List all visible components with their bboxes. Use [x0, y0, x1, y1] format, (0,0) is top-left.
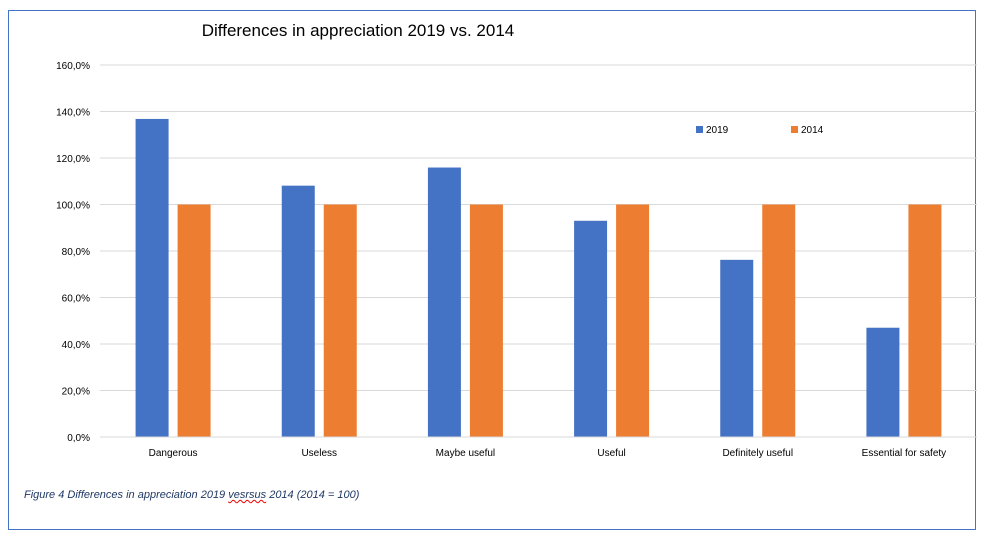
x-tick-label: Useful — [597, 448, 625, 459]
x-tick-label: Useless — [301, 448, 337, 459]
y-tick-label: 0,0% — [67, 433, 90, 444]
bar-2019 — [135, 118, 169, 437]
legend-label: 2019 — [706, 125, 729, 136]
x-tick-label: Maybe useful — [436, 448, 495, 459]
bar-2014 — [323, 204, 357, 437]
y-tick-label: 120,0% — [56, 154, 90, 165]
x-tick-label: Definitely useful — [722, 448, 793, 459]
y-tick-label: 140,0% — [56, 108, 90, 119]
x-tick-label: Essential for safety — [862, 448, 946, 459]
y-tick-label: 160,0% — [56, 61, 90, 72]
y-tick-label: 100,0% — [56, 201, 90, 212]
x-tick-label: Dangerous — [149, 448, 198, 459]
bar-2014 — [177, 204, 211, 437]
caption-text-end: 2014 (2014 = 100) — [266, 489, 360, 501]
bar-2014 — [908, 204, 942, 437]
y-tick-label: 60,0% — [62, 294, 90, 305]
bar-2019 — [281, 185, 315, 437]
bar-2014 — [616, 204, 650, 437]
caption-text: Figure 4 Differences in appreciation 201… — [24, 489, 229, 501]
caption-misspelled-word: vesrsus — [228, 489, 267, 501]
y-tick-label: 80,0% — [62, 247, 90, 258]
bar-2019 — [720, 259, 754, 437]
bar-2014 — [469, 204, 503, 437]
bar-2014 — [762, 204, 796, 437]
figure-caption: Figure 4 Differences in appreciation 201… — [24, 489, 359, 501]
legend-swatch-2019 — [696, 126, 703, 133]
chart-frame — [8, 10, 976, 530]
y-tick-label: 20,0% — [62, 387, 90, 398]
bar-2019 — [574, 220, 608, 437]
chart-title: Differences in appreciation 2019 vs. 201… — [202, 21, 515, 40]
legend-swatch-2014 — [791, 126, 798, 133]
bar-2019 — [866, 327, 900, 437]
legend-label: 2014 — [801, 125, 824, 136]
bar-2019 — [427, 167, 461, 437]
y-tick-label: 40,0% — [62, 340, 90, 351]
